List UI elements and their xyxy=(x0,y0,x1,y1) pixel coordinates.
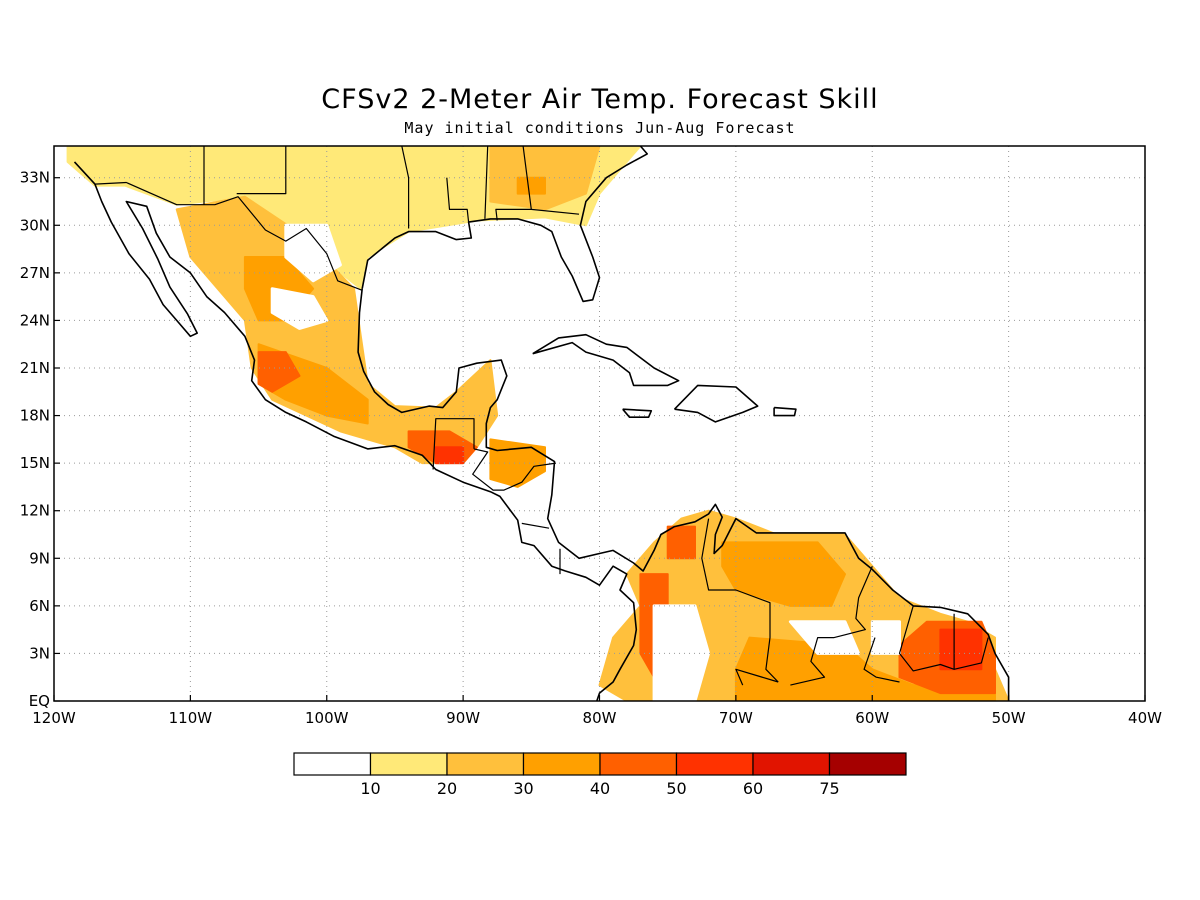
coastline xyxy=(673,384,759,423)
lat-tick-label: 3N xyxy=(29,644,50,662)
lon-tick-label: 50W xyxy=(992,709,1026,727)
skill-region xyxy=(434,446,465,465)
border-line xyxy=(472,448,556,491)
border-line xyxy=(521,522,550,529)
colorbar-swatch xyxy=(446,752,525,776)
lat-tick-label: 12N xyxy=(20,502,50,520)
low-skill-gap xyxy=(652,604,711,701)
coastline xyxy=(357,288,1010,701)
coastline xyxy=(532,333,680,387)
coastline xyxy=(773,406,797,417)
coastline xyxy=(73,161,638,701)
border-line xyxy=(863,637,900,683)
colorbar-swatch xyxy=(293,752,372,776)
border-line xyxy=(953,637,989,670)
colorbar-swatch xyxy=(369,752,448,776)
lat-tick-label: 21N xyxy=(20,359,50,377)
border-line xyxy=(446,177,470,223)
lat-tick-label: 24N xyxy=(20,311,50,329)
border-line xyxy=(790,565,873,686)
map-title: CFSv2 2-Meter Air Temp. Forecast Skill xyxy=(321,84,879,115)
colorbar-label: 60 xyxy=(743,779,763,798)
map-subtitle: May initial conditions Jun-Aug Forecast xyxy=(404,119,796,137)
border-line xyxy=(701,518,779,683)
border-line xyxy=(484,146,489,219)
colorbar-label: 30 xyxy=(513,779,533,798)
lon-tick-label: 90W xyxy=(446,709,480,727)
skill-region xyxy=(939,628,983,671)
lat-tick-label: 30N xyxy=(20,216,50,234)
coastline-layer xyxy=(73,146,1010,701)
low-skill-gap xyxy=(270,287,329,330)
lat-tick-label: EQ xyxy=(29,692,50,710)
colorbar-label: 10 xyxy=(360,779,380,798)
low-skill-gap xyxy=(870,620,901,655)
colorbar-swatch xyxy=(828,752,907,776)
lat-lon-grid xyxy=(54,146,1145,701)
colorbar-swatch xyxy=(675,752,754,776)
lat-tick-label: 15N xyxy=(20,454,50,472)
border-line xyxy=(432,418,475,470)
colorbar-swatch xyxy=(599,752,678,776)
lon-tick-label: 40W xyxy=(1128,709,1162,727)
border-line xyxy=(236,146,287,195)
colorbar-label: 75 xyxy=(819,779,839,798)
lon-tick-label: 60W xyxy=(855,709,889,727)
lat-tick-label: 27N xyxy=(20,264,50,282)
lon-tick-label: 80W xyxy=(583,709,617,727)
colorbar-swatch xyxy=(752,752,831,776)
lat-tick-label: 33N xyxy=(20,169,50,187)
colorbar-label: 20 xyxy=(437,779,457,798)
colorbar-label: 40 xyxy=(590,779,610,798)
political-border-layer xyxy=(94,146,989,686)
border-line xyxy=(898,605,955,672)
low-skill-gap-layer xyxy=(270,223,901,701)
border-line xyxy=(531,208,580,215)
coastline xyxy=(622,408,653,419)
colorbar-swatch xyxy=(522,752,601,776)
border-line xyxy=(94,181,363,291)
skill-fill-layer xyxy=(66,146,1010,701)
skill-region xyxy=(257,351,301,393)
colorbar: 10 20 30 40 50 60 75 xyxy=(293,752,907,798)
lon-tick-label: 100W xyxy=(305,709,349,727)
longitude-axis: 120W 110W 100W 90W 80W 70W 60W 50W 40W xyxy=(32,695,1162,727)
latitude-axis: EQ 3N 6N 9N 12N 15N 18N 21N 24N 27N 30N 33N xyxy=(20,169,60,710)
border-line xyxy=(735,668,779,686)
lat-tick-label: 18N xyxy=(20,407,50,425)
lon-tick-label: 70W xyxy=(719,709,753,727)
skill-region xyxy=(666,525,696,560)
skill-region xyxy=(516,176,546,195)
skill-region xyxy=(489,438,546,488)
lat-tick-label: 6N xyxy=(29,597,50,615)
lon-tick-label: 110W xyxy=(169,709,213,727)
coastline xyxy=(361,146,649,303)
lon-tick-label: 120W xyxy=(32,709,76,727)
border-line xyxy=(401,146,410,229)
colorbar-label: 50 xyxy=(666,779,686,798)
border-line xyxy=(495,146,532,221)
lat-tick-label: 9N xyxy=(29,549,50,567)
